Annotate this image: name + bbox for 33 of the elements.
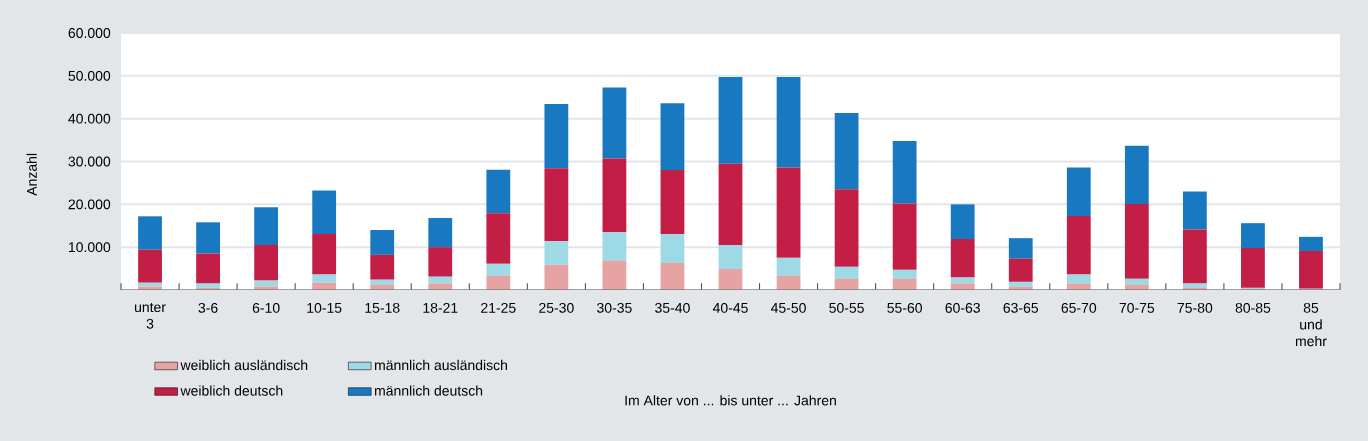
x-tick-label: 55-60 <box>887 302 922 313</box>
legend-label: männlich deutsch <box>375 385 483 396</box>
x-tick-label: 70-75 <box>1119 302 1155 313</box>
x-tick-label: 80-85 <box>1235 302 1271 313</box>
legend-label: weiblich deutsch <box>180 385 283 396</box>
x-tick-label: 25-30 <box>539 302 574 313</box>
y-tick-label: 20.000 <box>68 199 111 210</box>
x-axis-title: Im Alter von ... bis unter ... Jahren <box>625 395 836 406</box>
x-tick-label: 10-15 <box>307 302 342 313</box>
y-tick-label: 10.000 <box>68 242 111 253</box>
x-tick-label: 18-21 <box>423 302 458 313</box>
x-tick-label: 50-55 <box>829 302 864 313</box>
y-tick-label: 50.000 <box>68 70 111 81</box>
x-tick-label: 15-18 <box>365 302 400 313</box>
y-tick-label: 60.000 <box>68 28 111 38</box>
x-tick-label: unter 3 <box>134 302 166 329</box>
x-tick-label: 3-6 <box>198 302 218 313</box>
x-tick-label: 45-50 <box>770 302 806 313</box>
x-tick-label: 35-40 <box>655 302 690 313</box>
y-tick-label: 30.000 <box>68 156 111 167</box>
x-tick-label: 63-65 <box>1003 302 1039 313</box>
x-tick-label: 6-10 <box>252 302 280 313</box>
legend-label: männlich ausländisch <box>375 359 507 371</box>
x-tick-label: 40-45 <box>712 302 748 313</box>
x-tick-label: 21-25 <box>481 302 516 313</box>
x-tick-label: 75-80 <box>1177 302 1213 313</box>
y-tick-label: 40.000 <box>68 113 111 124</box>
x-tick-label: 30-35 <box>597 302 632 313</box>
x-tick-label: 60-63 <box>945 302 980 313</box>
legend-label: weiblich ausländisch <box>180 359 308 371</box>
y-axis-title: Anzahl <box>26 153 37 196</box>
x-tick-label: 65-70 <box>1061 302 1097 313</box>
x-tick-label: 85 und mehr <box>1295 302 1327 347</box>
